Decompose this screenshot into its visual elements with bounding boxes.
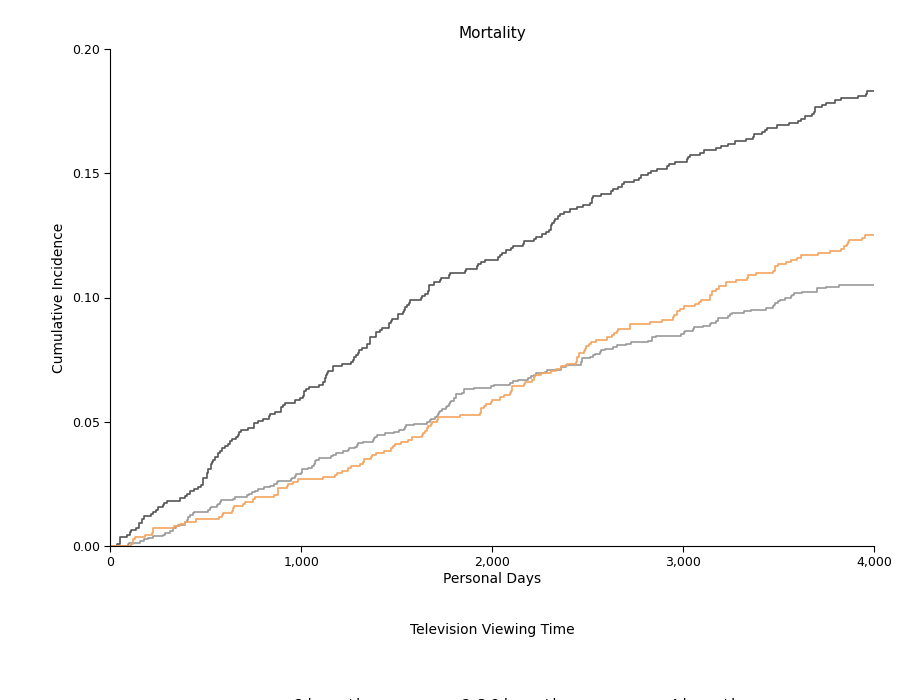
Line: <2 hours/day: <2 hours/day — [110, 91, 873, 546]
<2 hours/day — [188, 485, 199, 494]
2–3.9 hours/day — [349, 442, 360, 451]
<2 hours/day — [105, 542, 116, 550]
<2 hours/day — [398, 305, 409, 314]
≥4 hours/day — [868, 231, 879, 239]
Line: ≥4 hours/day: ≥4 hours/day — [110, 235, 873, 546]
≥4 hours/day — [105, 542, 116, 550]
≥4 hours/day — [358, 455, 369, 463]
≥4 hours/day — [329, 471, 340, 480]
≥4 hours/day — [179, 519, 190, 528]
2–3.9 hours/day — [182, 516, 193, 524]
≥4 hours/day — [611, 327, 622, 335]
2–3.9 hours/day — [105, 542, 116, 550]
2–3.9 hours/day — [433, 408, 444, 416]
2–3.9 hours/day — [272, 477, 283, 485]
<2 hours/day — [860, 87, 871, 95]
≥4 hours/day — [555, 364, 566, 372]
Y-axis label: Cumulative Incidence: Cumulative Incidence — [52, 223, 66, 372]
2–3.9 hours/day — [540, 368, 551, 376]
≥4 hours/day — [859, 231, 870, 239]
X-axis label: Personal Days: Personal Days — [443, 572, 540, 586]
<2 hours/day — [645, 169, 656, 177]
<2 hours/day — [729, 137, 740, 146]
2–3.9 hours/day — [868, 281, 879, 289]
2–3.9 hours/day — [399, 424, 410, 433]
Text: Television Viewing Time: Television Viewing Time — [410, 623, 573, 637]
<2 hours/day — [868, 87, 879, 95]
<2 hours/day — [403, 298, 414, 307]
Legend: <2 hours/day, 2–3.9 hours/day, ≥4 hours/day: <2 hours/day, 2–3.9 hours/day, ≥4 hours/… — [227, 692, 756, 700]
Title: Mortality: Mortality — [458, 26, 526, 41]
Line: 2–3.9 hours/day: 2–3.9 hours/day — [110, 285, 873, 546]
<2 hours/day — [479, 258, 490, 266]
2–3.9 hours/day — [833, 281, 844, 289]
≥4 hours/day — [750, 269, 761, 277]
